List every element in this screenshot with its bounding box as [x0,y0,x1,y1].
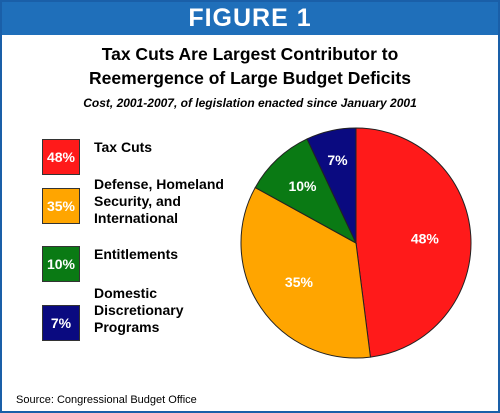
chart-title-line-2: Reemergence of Large Budget Deficits [89,68,411,88]
legend-label-entitlements: Entitlements [94,246,254,263]
pie-slice-entitlements [254,138,358,245]
pie-slice-defense [240,186,371,359]
pie-label-defense: 35% [285,274,314,290]
pie-slice-tax-cuts [355,127,472,358]
legend-label-line: Entitlements [94,246,179,262]
legend-label-line: Discretionary [94,302,184,318]
legend-label-line: Domestic [94,285,158,301]
legend-label-line: International [94,210,179,226]
pie-label-tax-cuts: 48% [411,231,440,247]
legend-label-line: Security, and [94,193,181,209]
legend-label-defense: Defense, Homeland Security, and Internat… [94,176,254,227]
legend-swatch-defense: 35% [42,188,80,224]
chart-title-line-1: Tax Cuts Are Largest Contributor to [101,44,399,64]
legend-swatch-domestic: 7% [42,305,80,341]
pie-slice-domestic [306,127,357,244]
source-note: Source: Congressional Budget Office [16,394,197,406]
legend-label-line: Programs [94,319,160,335]
chart-title: Tax Cuts Are Largest Contributor to Reem… [2,42,498,90]
figure-banner: FIGURE 1 [2,2,498,35]
chart-subtitle: Cost, 2001-2007, of legislation enacted … [83,96,417,110]
legend-label-domestic: Domestic Discretionary Programs [94,285,254,336]
legend-label-line: Defense, Homeland [94,176,224,192]
pie-label-entitlements: 10% [288,178,317,194]
legend-label-tax-cuts: Tax Cuts [94,139,254,156]
legend-swatch-tax-cuts: 48% [42,139,80,175]
legend-swatch-entitlements: 10% [42,246,80,282]
pie-label-domestic: 7% [327,152,348,168]
legend-label-line: Tax Cuts [94,139,153,155]
